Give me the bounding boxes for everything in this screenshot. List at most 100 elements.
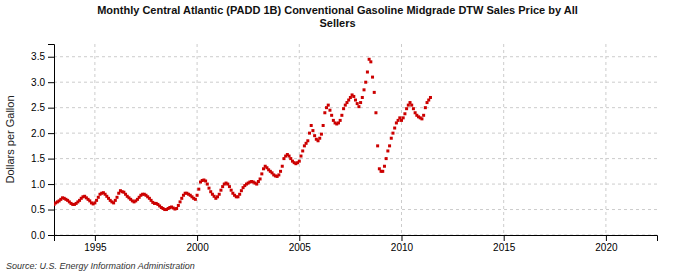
point — [402, 116, 405, 119]
point — [196, 194, 199, 197]
point — [259, 177, 262, 180]
point — [318, 137, 321, 140]
grid-line — [54, 56, 657, 57]
tick-mark — [606, 235, 607, 241]
tick-mark — [401, 235, 402, 241]
tick-mark — [48, 210, 54, 211]
tick: 3.0 — [31, 77, 54, 88]
point — [175, 207, 178, 210]
plot: 1995200020052010201520200.00.51.01.52.02… — [31, 44, 657, 253]
point — [391, 132, 394, 135]
point — [206, 183, 209, 186]
axis-line — [48, 45, 55, 236]
point — [328, 109, 331, 112]
point — [97, 196, 100, 199]
grid-line — [54, 133, 657, 134]
tick: 3.5 — [31, 51, 54, 62]
point — [322, 124, 325, 127]
point — [310, 124, 313, 127]
tick-mark — [48, 184, 54, 185]
tick-mark — [48, 82, 54, 83]
point — [277, 173, 280, 176]
tick: 2000 — [186, 235, 209, 253]
point — [194, 198, 197, 201]
tick: 2010 — [391, 235, 414, 253]
point — [390, 137, 393, 140]
grid — [54, 44, 657, 235]
point — [228, 185, 231, 188]
grid-line — [54, 107, 657, 108]
tick: 2005 — [289, 235, 312, 253]
point — [116, 196, 119, 199]
grid-line — [54, 82, 657, 83]
grid-line — [605, 44, 606, 235]
tick-mark — [48, 159, 54, 160]
tick: 2015 — [493, 235, 516, 253]
title-line: Monthly Central Atlantic (PADD 1B) Conve… — [97, 4, 578, 16]
tick-label: 0.5 — [31, 204, 45, 215]
grid-line — [401, 44, 402, 235]
tick-label: 2020 — [595, 242, 618, 253]
grid-line — [197, 44, 198, 235]
point — [352, 95, 355, 98]
point — [95, 199, 98, 202]
tick: 2.0 — [31, 128, 54, 139]
point — [339, 119, 342, 122]
tick: 1.5 — [31, 153, 54, 164]
point — [327, 104, 330, 107]
point — [298, 160, 301, 163]
point — [376, 144, 379, 147]
grid-line — [503, 44, 504, 235]
tick-label: 1.5 — [31, 153, 45, 164]
point — [279, 170, 282, 173]
x-axis: 199520002005201020152020 — [55, 235, 658, 253]
point — [320, 133, 323, 136]
point — [330, 114, 333, 117]
point — [388, 144, 391, 147]
point — [340, 114, 343, 117]
tick: 0.0 — [31, 230, 54, 241]
point — [383, 165, 386, 168]
grid-line — [299, 44, 300, 235]
tick-label: 3.0 — [31, 77, 45, 88]
tick-label: 2000 — [186, 242, 209, 253]
title: Monthly Central Atlantic (PADD 1B) Conve… — [97, 4, 578, 29]
point — [219, 189, 222, 192]
point — [240, 189, 243, 192]
marks — [54, 58, 432, 211]
point — [393, 127, 396, 130]
tick-mark — [48, 57, 54, 58]
point — [357, 105, 360, 108]
point — [230, 189, 233, 192]
tick-mark — [504, 235, 505, 241]
point — [356, 102, 359, 105]
point — [364, 81, 367, 84]
point — [204, 180, 207, 183]
point — [306, 139, 309, 142]
tick-label: 2.5 — [31, 102, 45, 113]
tick-label: 1.0 — [31, 179, 45, 190]
point — [238, 193, 241, 196]
point — [208, 187, 211, 190]
point — [313, 134, 316, 137]
tick: 0.5 — [31, 204, 54, 215]
point — [342, 107, 345, 110]
tick-mark — [48, 108, 54, 109]
point — [424, 106, 427, 109]
tick-mark — [299, 235, 300, 241]
point — [363, 88, 366, 91]
grid-line — [94, 44, 95, 235]
tick: 2020 — [595, 235, 618, 253]
point — [180, 197, 183, 200]
y-axis-title: Dollars per Gallon — [4, 95, 16, 183]
title-line: Sellers — [319, 17, 355, 29]
tick-label: 2005 — [289, 242, 312, 253]
point — [311, 129, 314, 132]
point — [179, 200, 182, 203]
point — [385, 157, 388, 160]
point — [359, 101, 362, 104]
point — [281, 165, 284, 168]
point — [410, 104, 413, 107]
point — [301, 149, 304, 152]
point — [373, 91, 376, 94]
